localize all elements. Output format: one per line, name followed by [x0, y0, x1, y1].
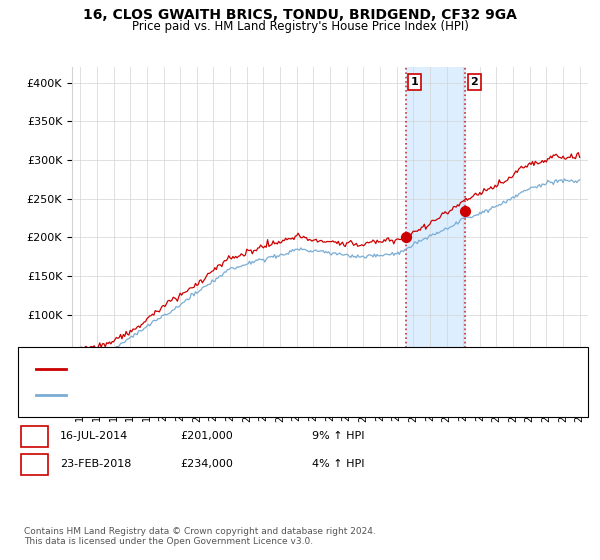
- Text: 1: 1: [410, 77, 418, 87]
- Point: [461, 207, 470, 216]
- Text: 2: 2: [31, 459, 38, 469]
- Text: Price paid vs. HM Land Registry's House Price Index (HPI): Price paid vs. HM Land Registry's House …: [131, 20, 469, 32]
- Text: Contains HM Land Registry data © Crown copyright and database right 2024.
This d: Contains HM Land Registry data © Crown c…: [24, 526, 376, 546]
- Point: [401, 232, 410, 241]
- Text: 16-JUL-2014: 16-JUL-2014: [60, 431, 128, 441]
- Text: £234,000: £234,000: [180, 459, 233, 469]
- Text: HPI: Average price, detached house, Bridgend: HPI: Average price, detached house, Brid…: [72, 390, 312, 400]
- Text: 1: 1: [31, 431, 38, 441]
- Text: 4% ↑ HPI: 4% ↑ HPI: [312, 459, 365, 469]
- Bar: [406, 67, 466, 392]
- Text: £201,000: £201,000: [180, 431, 233, 441]
- Text: 23-FEB-2018: 23-FEB-2018: [60, 459, 131, 469]
- Text: 16, CLOS GWAITH BRICS, TONDU, BRIDGEND, CF32 9GA (detached house): 16, CLOS GWAITH BRICS, TONDU, BRIDGEND, …: [72, 364, 459, 374]
- Text: 9% ↑ HPI: 9% ↑ HPI: [312, 431, 365, 441]
- Text: 2: 2: [470, 77, 478, 87]
- Text: 16, CLOS GWAITH BRICS, TONDU, BRIDGEND, CF32 9GA: 16, CLOS GWAITH BRICS, TONDU, BRIDGEND, …: [83, 8, 517, 22]
